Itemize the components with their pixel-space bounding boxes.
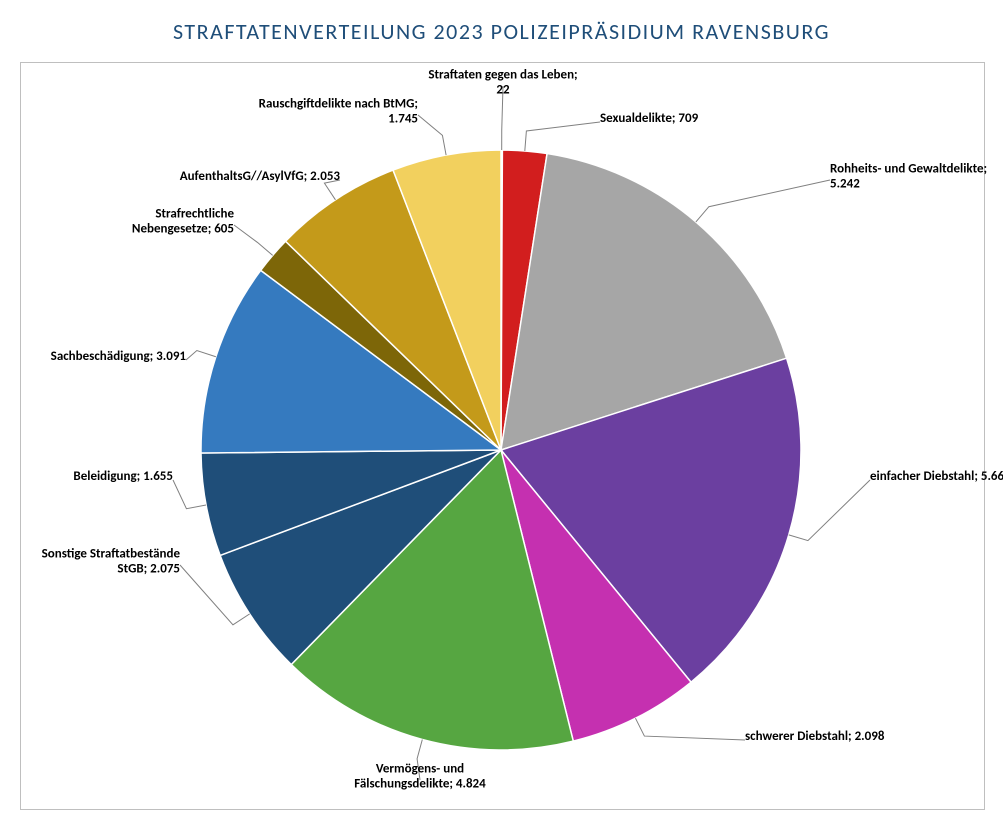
leader-line [525,122,600,151]
slice-label: Rauschgiftdelikte nach BtMG;1.745 [259,97,418,127]
pie-chart: Straftaten gegen das Leben;22 Sexualdelik… [0,0,1003,825]
slice-label-group: einfacher Diebstahl; 5.669 [789,469,1003,541]
leader-line [418,115,446,155]
slice-label: Sexualdelikte; 709 [600,111,699,126]
slice-label: Beleidigung; 1.655 [73,469,173,484]
slice-label: Sachbeschädigung; 3.091 [51,349,187,364]
slice-label-group: Sexualdelikte; 709 [525,111,699,151]
leader-line [186,351,216,360]
slice-label: Sonstige StraftatbeständeStGB; 2.075 [42,547,181,577]
slice-label-group: AufenthaltsG//AsylVfG; 2.053 [180,169,341,200]
leader-line [234,225,273,255]
slice-label: AufenthaltsG//AsylVfG; 2.053 [180,169,341,184]
slice-label: Rohheits- und Gewaltdelikte;5.242 [830,162,987,192]
slice-label-group: StrafrechtlicheNebengesetze; 605 [132,207,273,256]
slice-label-group: schwerer Diebstahl; 2.098 [635,718,884,744]
slice-label: Straftaten gegen das Leben;22 [428,68,577,98]
slice-label: StrafrechtlicheNebengesetze; 605 [132,207,235,237]
slice-label: Vermögens- undFälschungsdelikte; 4.824 [354,762,486,792]
slice-label-group: Beleidigung; 1.655 [73,469,206,509]
slice-label-group: Sonstige StraftatbeständeStGB; 2.075 [42,547,250,625]
leader-line [696,180,830,222]
slice-label-group: Straftaten gegen das Leben;22 [428,68,577,150]
slice-label-group: Rauschgiftdelikte nach BtMG;1.745 [259,97,446,156]
slice-label-group: Rohheits- und Gewaltdelikte;5.242 [696,162,987,222]
slice-label: schwerer Diebstahl; 2.098 [745,729,885,744]
leader-line [789,480,870,541]
slice-label: einfacher Diebstahl; 5.669 [870,469,1003,484]
leader-line [635,718,745,740]
slice-label-group: Sachbeschädigung; 3.091 [51,349,216,364]
leader-line [173,480,206,509]
